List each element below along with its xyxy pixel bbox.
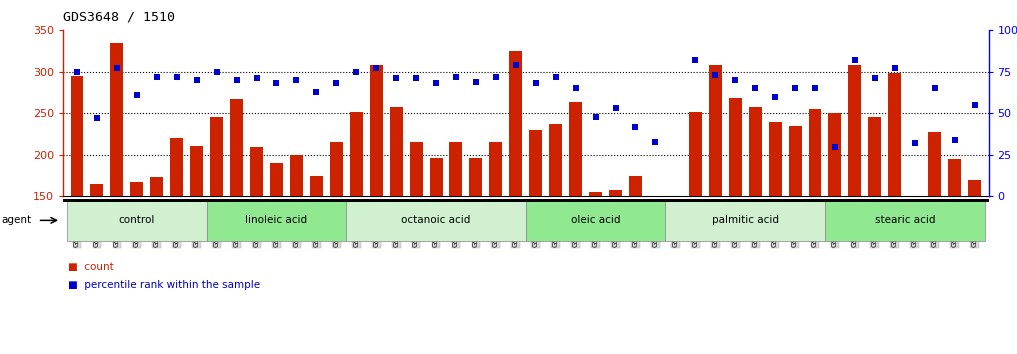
- Bar: [649, 201, 662, 321]
- Text: octanoic acid: octanoic acid: [402, 215, 471, 225]
- Bar: [589, 192, 602, 321]
- Bar: [570, 102, 582, 321]
- Bar: [888, 73, 901, 321]
- Bar: [629, 176, 642, 321]
- Text: stearic acid: stearic acid: [875, 215, 935, 225]
- Text: ■  count: ■ count: [68, 262, 114, 272]
- Text: linoleic acid: linoleic acid: [245, 215, 307, 225]
- Bar: [529, 130, 542, 321]
- Bar: [170, 138, 183, 321]
- Bar: [310, 176, 322, 321]
- Bar: [350, 112, 363, 321]
- Bar: [968, 180, 981, 321]
- Bar: [330, 142, 343, 321]
- Bar: [130, 182, 143, 321]
- Bar: [91, 184, 104, 321]
- Bar: [848, 65, 861, 321]
- Bar: [151, 177, 164, 321]
- Bar: [788, 126, 801, 321]
- Bar: [250, 147, 263, 321]
- Bar: [769, 122, 782, 321]
- Text: palmitic acid: palmitic acid: [712, 215, 779, 225]
- Text: agent: agent: [1, 215, 32, 225]
- Bar: [270, 163, 283, 321]
- Bar: [908, 317, 921, 321]
- Bar: [230, 99, 243, 321]
- Bar: [470, 158, 482, 321]
- Bar: [290, 155, 303, 321]
- Bar: [809, 109, 822, 321]
- Text: GDS3648 / 1510: GDS3648 / 1510: [63, 11, 175, 24]
- Bar: [510, 51, 523, 321]
- Bar: [211, 118, 223, 321]
- Bar: [689, 112, 702, 321]
- Bar: [489, 142, 502, 321]
- Text: ■  percentile rank within the sample: ■ percentile rank within the sample: [68, 280, 260, 290]
- Bar: [370, 65, 382, 321]
- Bar: [111, 42, 123, 321]
- Bar: [749, 107, 762, 321]
- Bar: [829, 113, 841, 321]
- Bar: [190, 146, 203, 321]
- Bar: [729, 98, 741, 321]
- Bar: [390, 107, 403, 321]
- Text: control: control: [119, 215, 155, 225]
- Bar: [609, 190, 622, 321]
- Bar: [410, 142, 423, 321]
- Bar: [669, 205, 681, 321]
- Bar: [869, 118, 882, 321]
- Bar: [429, 158, 442, 321]
- Bar: [70, 76, 83, 321]
- Bar: [450, 142, 463, 321]
- Bar: [709, 65, 722, 321]
- Bar: [929, 132, 941, 321]
- Text: oleic acid: oleic acid: [571, 215, 620, 225]
- Bar: [549, 124, 562, 321]
- Bar: [948, 159, 961, 321]
